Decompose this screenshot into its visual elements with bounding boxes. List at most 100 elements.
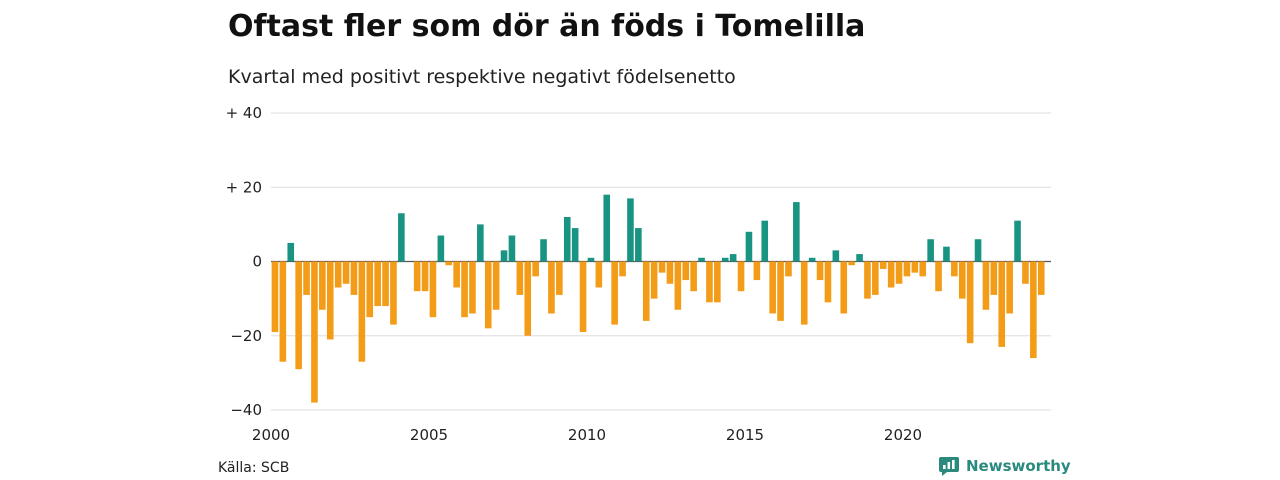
bar-negative — [800, 261, 808, 325]
x-tick-label: 2010 — [568, 426, 606, 444]
bar-negative — [532, 261, 539, 277]
bar-negative — [714, 261, 721, 303]
bar-negative — [350, 261, 358, 295]
bar-negative — [469, 261, 476, 314]
bar-positive — [761, 220, 769, 262]
bar-positive — [832, 250, 840, 262]
bar-positive — [943, 246, 950, 262]
bar-positive — [477, 224, 484, 262]
newsworthy-logo-icon — [939, 457, 959, 476]
bar-negative — [358, 261, 366, 362]
bar-negative — [706, 261, 713, 303]
bar-negative — [666, 261, 674, 284]
bar-negative — [848, 261, 855, 266]
gridlines — [271, 112, 1051, 411]
bar-negative — [445, 261, 453, 266]
x-tick-label: 2020 — [884, 426, 922, 444]
x-tick-label: 2005 — [410, 426, 448, 444]
bar-negative — [650, 261, 658, 299]
bar-negative — [366, 261, 374, 318]
bar-negative — [484, 261, 492, 329]
bar-negative — [611, 261, 618, 325]
bar-negative — [374, 261, 381, 307]
bar-positive — [974, 239, 982, 262]
bar-negative — [903, 261, 911, 277]
bar-positive — [437, 235, 445, 262]
bar-positive — [287, 242, 295, 262]
bar-negative — [319, 261, 326, 310]
bar-positive — [500, 250, 508, 262]
bar-negative — [753, 261, 761, 281]
bar-negative — [840, 261, 848, 314]
x-tick-label: 2015 — [726, 426, 764, 444]
axis-labels: + 40 + 20 0 −20 −40 2000 2005 2010 2015 2020 — [226, 104, 923, 444]
bar-negative — [785, 261, 792, 277]
bar-negative — [998, 261, 1006, 347]
bar-negative — [453, 261, 460, 288]
brand-name: Newsworthy — [966, 457, 1071, 475]
bar-positive — [398, 213, 405, 262]
y-tick-label: −20 — [230, 327, 262, 345]
bar-negative — [682, 261, 690, 281]
bar-negative — [619, 261, 626, 277]
bar-negative — [429, 261, 437, 318]
bar-negative — [911, 261, 919, 273]
bar-positive — [729, 254, 737, 262]
bar-negative — [311, 261, 318, 403]
bar-negative — [492, 261, 500, 310]
bar-negative — [279, 261, 287, 362]
y-tick-label: 0 — [252, 253, 262, 271]
bar-negative — [334, 261, 342, 288]
bar-negative — [524, 261, 532, 336]
bar-negative — [658, 261, 666, 273]
bars — [271, 194, 1045, 403]
bar-negative — [824, 261, 832, 303]
bar-positive — [563, 216, 571, 262]
y-tick-label: + 40 — [226, 104, 262, 122]
bar-negative — [295, 261, 302, 370]
bar-negative — [919, 261, 927, 277]
bar-positive — [587, 257, 595, 262]
bar-positive — [927, 239, 934, 262]
bar-positive — [635, 228, 642, 262]
bar-negative — [895, 261, 903, 284]
x-tick-label: 2000 — [252, 426, 290, 444]
bar-negative — [816, 261, 824, 281]
bar-positive — [698, 257, 705, 262]
bar-negative — [548, 261, 555, 314]
bar-negative — [777, 261, 784, 321]
chart-title: Oftast fler som dör än föds i Tomelilla — [228, 9, 866, 44]
bar-negative — [951, 261, 958, 277]
bar-negative — [390, 261, 397, 325]
bar-negative — [516, 261, 524, 295]
bar-positive — [508, 235, 516, 262]
bar-negative — [982, 261, 990, 310]
bar-negative — [556, 261, 563, 295]
bar-negative — [879, 261, 887, 269]
bar-positive — [745, 231, 753, 262]
bar-positive — [627, 198, 634, 262]
bar-negative — [872, 261, 879, 295]
bar-negative — [579, 261, 587, 333]
bar-negative — [966, 261, 974, 344]
bar-positive — [856, 254, 863, 262]
y-tick-label: −40 — [230, 401, 262, 419]
bar-positive — [721, 257, 729, 262]
bar-negative — [421, 261, 429, 292]
y-tick-label: + 20 — [226, 178, 262, 196]
bar-negative — [326, 261, 334, 340]
bar-negative — [958, 261, 966, 299]
chart-subtitle: Kvartal med positivt respektive negativt… — [228, 66, 736, 88]
bar-negative — [303, 261, 310, 295]
bar-negative — [990, 261, 998, 295]
bar-chart: + 40 + 20 0 −20 −40 2000 2005 2010 2015 2020 — [226, 104, 1051, 444]
bar-negative — [595, 261, 603, 288]
bar-negative — [674, 261, 682, 310]
bar-negative — [1006, 261, 1013, 314]
bar-positive — [808, 257, 816, 262]
bar-negative — [413, 261, 421, 292]
bar-negative — [1022, 261, 1029, 284]
bar-negative — [935, 261, 942, 292]
bar-negative — [690, 261, 697, 292]
bar-positive — [603, 194, 611, 262]
